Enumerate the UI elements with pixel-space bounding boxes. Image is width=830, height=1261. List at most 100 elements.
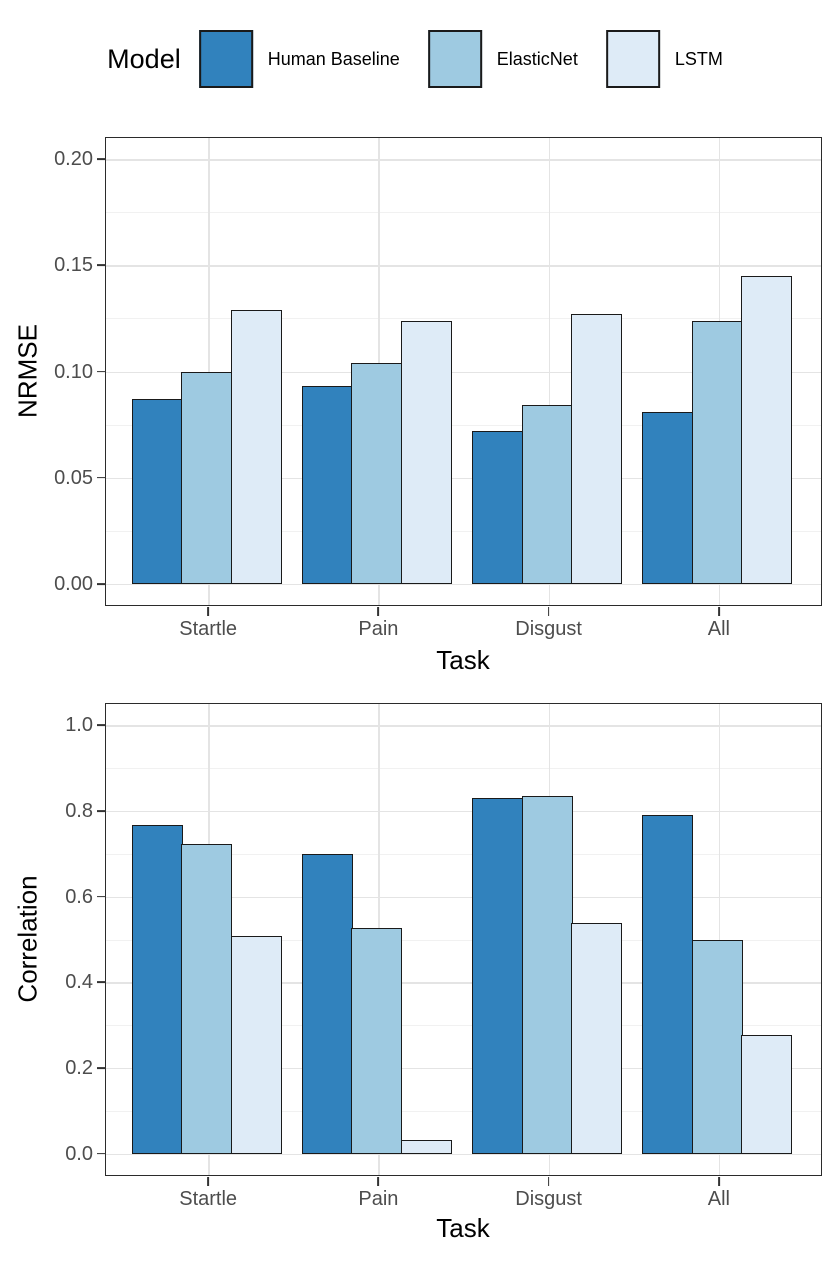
- x-tick-mark: [717, 606, 720, 616]
- y-tick-label: 0.2: [65, 1056, 93, 1079]
- bar-pain-human-baseline: [301, 854, 353, 1154]
- x-tick-label-pain: Pain: [358, 1188, 399, 1210]
- gridline-major: [106, 1067, 821, 1070]
- y-tick-mark: [97, 476, 106, 479]
- x-tick-label-all: All: [707, 618, 730, 640]
- bar-startle-elasticnet: [181, 844, 233, 1154]
- y-tick-label: 0.15: [54, 254, 93, 277]
- y-tick-mark: [97, 370, 106, 373]
- legend-label-elasticnet: ElasticNet: [496, 48, 578, 69]
- y-tick-label: 0.4: [65, 971, 93, 994]
- x-tick-mark: [377, 1176, 380, 1186]
- gridline-major: [106, 1153, 821, 1155]
- bar-pain-lstm: [400, 1140, 452, 1154]
- y-tick-label: 0.8: [65, 800, 93, 823]
- bar-startle-elasticnet: [181, 371, 233, 584]
- bar-disgust-human-baseline: [472, 430, 524, 584]
- nrmse-plot-panel: 0.00 0.05 0.10 0.15 0.20 Startle Pain Disgust Al…: [54, 137, 822, 639]
- legend-title: Model: [107, 43, 181, 74]
- x-tick-label-all: All: [707, 1188, 730, 1210]
- y-tick-label: 0.6: [65, 885, 93, 908]
- x-tick-mark: [547, 1176, 550, 1186]
- bar-disgust-human-baseline: [472, 798, 524, 1154]
- legend-item-lstm: LSTM: [605, 30, 723, 88]
- gridline-minor: [106, 768, 821, 770]
- gridline-minor: [106, 212, 821, 214]
- gridline-major: [106, 725, 821, 727]
- correlation-plot-panel: 0.0 0.2 0.4 0.6 0.8 1.0 Startle Pain Disgust All: [65, 703, 822, 1209]
- gridline-vertical: [208, 138, 210, 605]
- y-tick-label: 0.10: [54, 360, 93, 383]
- gridline-major: [106, 477, 821, 480]
- bar-startle-lstm: [230, 309, 282, 584]
- gridline-minor: [106, 530, 821, 532]
- bar-startle-human-baseline: [131, 399, 183, 584]
- gridline-vertical: [718, 704, 721, 1175]
- legend-swatch-lstm: [605, 30, 660, 88]
- gridline-minor: [106, 1025, 821, 1027]
- legend-item-human-baseline: Human Baseline: [198, 30, 400, 88]
- legend-label-lstm: LSTM: [674, 48, 723, 69]
- gridline-minor: [106, 1110, 821, 1112]
- x-tick-label-startle: Startle: [179, 618, 238, 640]
- y-tick-label: 0.0: [65, 1142, 93, 1165]
- bar-pain-elasticnet: [351, 363, 403, 584]
- gridline-major: [106, 982, 821, 984]
- y-tick-label: 1.0: [65, 714, 93, 737]
- bar-disgust-elasticnet: [521, 405, 573, 584]
- y-tick-mark: [97, 158, 106, 161]
- y-axis-title-nrmse: NRMSE: [12, 324, 43, 418]
- bar-all-lstm: [741, 1035, 793, 1154]
- y-tick-label: 0.05: [54, 466, 93, 489]
- gridline-minor: [106, 853, 821, 855]
- bar-pain-elasticnet: [351, 927, 403, 1154]
- gridline-major: [106, 811, 821, 813]
- bar-pain-human-baseline: [301, 386, 353, 584]
- bar-pain-lstm: [400, 320, 452, 584]
- y-tick-mark: [97, 724, 106, 727]
- x-tick-label-startle: Startle: [179, 1188, 238, 1210]
- x-tick-label-pain: Pain: [358, 618, 399, 640]
- gridline-minor: [106, 318, 821, 320]
- bar-all-human-baseline: [642, 411, 694, 584]
- gridline-vertical: [548, 138, 550, 605]
- gridline-minor: [106, 424, 821, 426]
- bar-disgust-lstm: [571, 314, 623, 584]
- legend-items: Human Baseline ElasticNet LSTM: [198, 30, 723, 88]
- x-tick-label-disgust: Disgust: [515, 1188, 582, 1210]
- bar-disgust-lstm: [571, 922, 623, 1154]
- x-tick-mark: [207, 1176, 210, 1186]
- y-tick-mark: [97, 1152, 106, 1155]
- y-tick-mark: [97, 981, 106, 984]
- y-tick-mark: [97, 264, 106, 267]
- y-tick-mark: [97, 582, 106, 585]
- y-tick-label: 0.00: [54, 572, 93, 595]
- bar-startle-lstm: [230, 936, 282, 1154]
- x-tick-mark: [717, 1176, 720, 1186]
- x-axis-title-task-bottom: Task: [436, 1213, 490, 1243]
- bar-all-lstm: [741, 276, 793, 584]
- y-tick-mark: [97, 810, 106, 812]
- bar-all-human-baseline: [642, 814, 694, 1154]
- legend-swatch-human-baseline: [198, 30, 253, 88]
- y-axis-title-correlation: Correlation: [12, 875, 43, 1003]
- legend-label-human-baseline: Human Baseline: [267, 48, 400, 69]
- bar-startle-human-baseline: [131, 824, 183, 1154]
- gridline-major: [106, 896, 821, 899]
- bar-all-elasticnet: [691, 320, 743, 584]
- y-tick-label: 0.20: [54, 148, 93, 171]
- x-axis-title-task-top: Task: [436, 645, 490, 675]
- legend-item-elasticnet: ElasticNet: [427, 30, 578, 88]
- x-tick-mark: [377, 606, 380, 616]
- gridline-minor: [106, 939, 821, 941]
- bar-disgust-elasticnet: [521, 796, 573, 1154]
- y-tick-mark: [97, 895, 106, 898]
- y-tick-mark: [97, 1067, 106, 1069]
- legend-swatch-elasticnet: [427, 30, 482, 88]
- legend: Model Human Baseline ElasticNet LSTM: [107, 30, 723, 88]
- gridline-major: [106, 583, 821, 586]
- gridline-major: [106, 159, 821, 161]
- bar-all-elasticnet: [691, 940, 743, 1154]
- gridline-major: [106, 371, 821, 373]
